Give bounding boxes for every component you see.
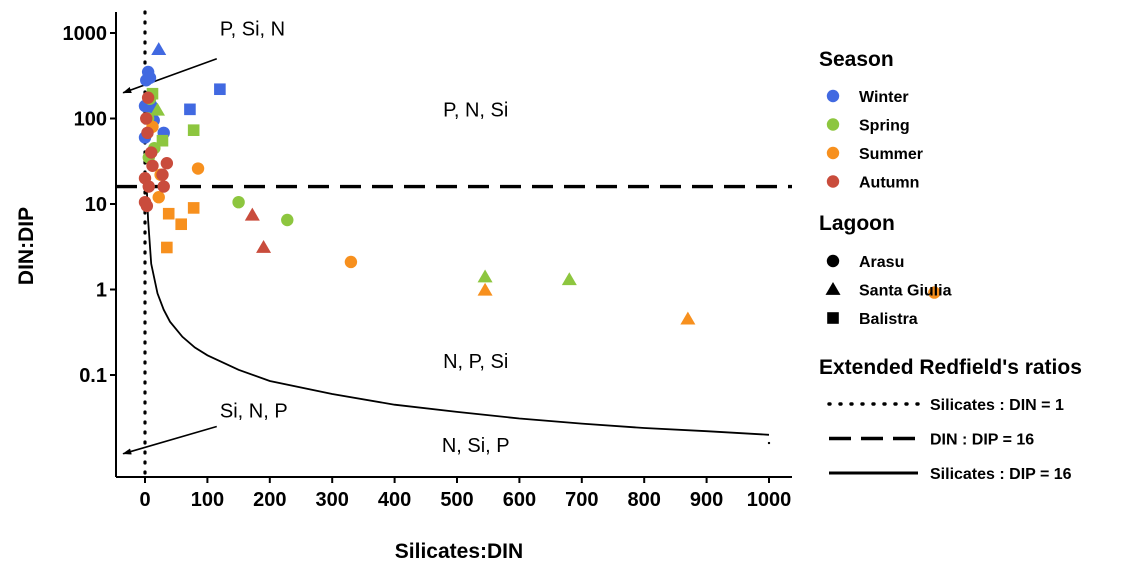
y-tick-label: 1 xyxy=(96,280,107,302)
legend-label-solid: Silicates : DIP = 16 xyxy=(930,466,1072,483)
y-axis-title: DIN:DIP xyxy=(15,207,38,285)
region-label-n-si-p: N, Si, P xyxy=(442,435,510,457)
data-point xyxy=(140,112,153,125)
x-tick-label: 0 xyxy=(139,489,150,511)
legend-key-summer xyxy=(826,146,840,160)
x-tick-label: 200 xyxy=(253,489,286,511)
y-tick-label: 0.1 xyxy=(79,365,107,387)
data-point xyxy=(149,102,165,116)
legend-key-balistra xyxy=(827,312,839,324)
legend-key-winter xyxy=(826,89,840,103)
legend-label-winter: Winter xyxy=(859,89,909,106)
x-tick-label: 100 xyxy=(191,489,224,511)
x-tick-label: 900 xyxy=(690,489,723,511)
data-point xyxy=(140,199,154,213)
legend-label-dotted: Silicates : DIN = 1 xyxy=(930,397,1064,414)
data-point xyxy=(477,269,493,283)
x-tick-label: 800 xyxy=(628,489,661,511)
x-tick-label: 700 xyxy=(565,489,598,511)
data-point xyxy=(156,168,169,181)
data-point xyxy=(244,207,260,221)
x-tick-label: 1000 xyxy=(747,489,792,511)
data-point xyxy=(143,71,157,84)
legend-title-season: Season xyxy=(819,48,894,71)
legend-label-summer: Summer xyxy=(859,146,923,163)
data-point xyxy=(477,282,493,296)
legend-label-arasu: Arasu xyxy=(859,254,904,271)
region-label-p-n-si: P, N, Si xyxy=(443,100,508,122)
data-point xyxy=(561,272,577,286)
silicates-dip-curve xyxy=(146,191,770,436)
legend-label-dashed: DIN : DIP = 16 xyxy=(930,432,1034,449)
x-axis-title: Silicates:DIN xyxy=(395,540,523,563)
data-point xyxy=(141,91,155,104)
data-point xyxy=(928,286,941,299)
legend-label-santa-giulia: Santa Giulia xyxy=(859,283,952,300)
data-point xyxy=(162,207,175,220)
legend-label-balistra: Balistra xyxy=(859,311,918,328)
x-tick-label: 300 xyxy=(316,489,349,511)
data-point xyxy=(156,134,169,147)
data-point xyxy=(152,191,165,204)
curve-end-dot xyxy=(767,441,771,445)
data-point xyxy=(157,180,170,193)
legend-label-autumn: Autumn xyxy=(859,175,919,192)
data-point xyxy=(187,124,200,136)
legend-title-ratios: Extended Redfield's ratios xyxy=(819,356,1082,379)
x-tick-label: 500 xyxy=(440,489,473,511)
annotation-arrow xyxy=(122,57,218,94)
y-tick-label: 100 xyxy=(74,109,107,131)
region-label-p-si-n: P, Si, N xyxy=(220,18,285,40)
data-point xyxy=(160,157,174,170)
y-tick-label: 10 xyxy=(85,194,107,216)
data-point xyxy=(680,311,696,325)
data-point xyxy=(151,42,167,55)
y-tick-label: 1000 xyxy=(63,23,108,45)
data-point xyxy=(184,103,196,116)
data-point xyxy=(281,213,294,227)
legend: Season Winter Spring Summer Autumn Lagoon Aras… xyxy=(819,48,1082,483)
region-label-si-n-p: Si, N, P xyxy=(220,400,288,422)
x-tick-label: 400 xyxy=(378,489,411,511)
data-point xyxy=(175,218,187,231)
legend-title-lagoon: Lagoon xyxy=(819,212,895,235)
x-tick-label: 600 xyxy=(503,489,536,511)
legend-key-arasu xyxy=(826,254,840,268)
data-point xyxy=(232,195,245,209)
data-point xyxy=(256,239,272,253)
data-point xyxy=(191,162,205,175)
legend-key-spring xyxy=(826,118,840,131)
data-point xyxy=(141,126,154,140)
data-point xyxy=(142,180,155,193)
data-point xyxy=(146,159,159,172)
data-point xyxy=(161,241,173,254)
data-point xyxy=(187,202,200,214)
data-point xyxy=(145,146,158,159)
region-label-n-p-si: N, P, Si xyxy=(443,351,508,373)
data-point xyxy=(344,255,358,269)
legend-label-spring: Spring xyxy=(859,118,910,135)
plot-area: 0 100 200 300 400 500 600 700 800 900 1000 1000 100 1… xyxy=(15,10,941,563)
legend-key-santa-giulia xyxy=(825,282,841,295)
annotation-arrow xyxy=(122,425,217,455)
data-point xyxy=(214,83,226,96)
legend-key-autumn xyxy=(826,175,840,188)
